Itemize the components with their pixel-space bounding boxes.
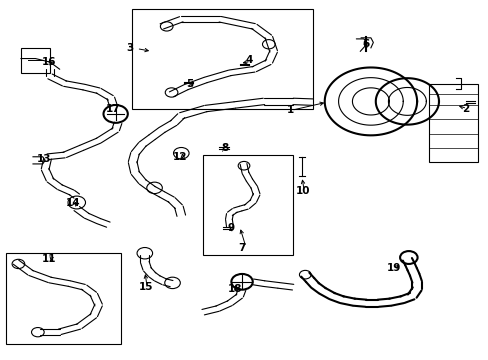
Text: 11: 11 [41,253,56,264]
Text: 9: 9 [227,223,234,233]
Text: 16: 16 [41,57,56,67]
Text: 14: 14 [66,198,81,208]
Bar [203,155,292,255]
Text: 4: 4 [245,55,252,65]
Bar [6,253,120,344]
Text: 15: 15 [139,282,153,292]
Text: 19: 19 [386,262,401,273]
Text: 17: 17 [106,104,120,113]
Text: 2: 2 [461,104,468,113]
Text: 6: 6 [362,39,369,49]
Text: 8: 8 [221,143,228,153]
Text: 10: 10 [295,186,309,196]
Bar [428,84,477,162]
Text: 12: 12 [173,152,187,162]
Bar [21,48,50,73]
Text: 13: 13 [37,154,51,163]
Text: 5: 5 [186,78,193,89]
Text: 1: 1 [286,105,294,115]
Text: 7: 7 [238,243,245,253]
Text: 3: 3 [126,43,134,53]
Text: 18: 18 [227,284,242,294]
Bar [131,9,312,109]
